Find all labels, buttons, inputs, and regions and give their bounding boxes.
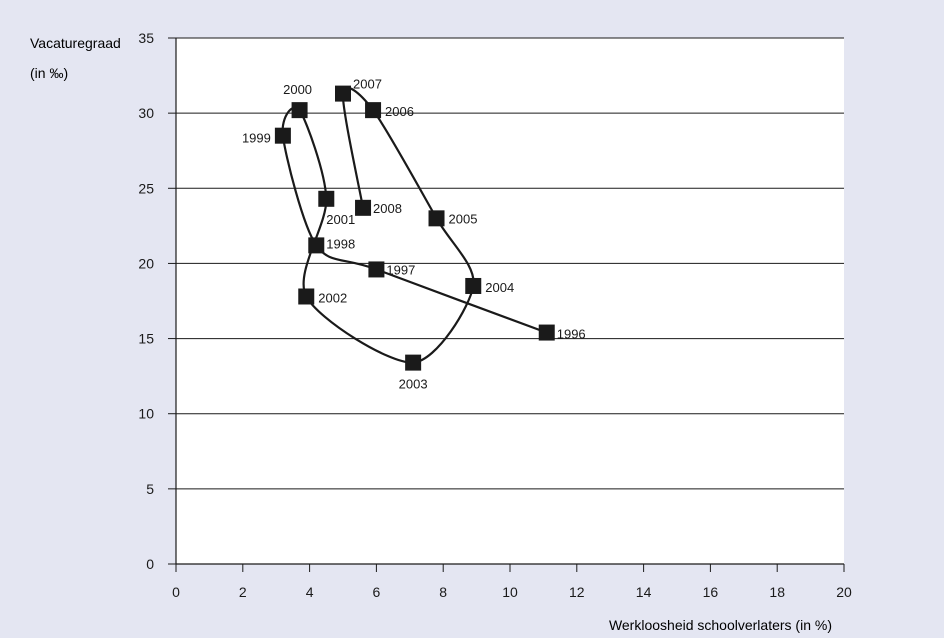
y-tick-label-0: 0: [146, 556, 154, 572]
y-axis-title-line-2: (in ‰): [30, 65, 68, 81]
point-2002: [298, 288, 315, 305]
point-2000: [291, 102, 308, 119]
point-label-2005: 2005: [449, 211, 478, 226]
y-tick-label-30: 30: [138, 105, 154, 121]
x-tick-label-18: 18: [769, 584, 785, 600]
point-label-2004: 2004: [485, 280, 514, 295]
point-label-1997: 1997: [386, 262, 415, 277]
point-label-2002: 2002: [318, 290, 347, 305]
point-label-2003: 2003: [399, 377, 428, 392]
y-tick-label-25: 25: [138, 180, 154, 196]
point-2008: [355, 199, 372, 216]
x-tick-label-2: 2: [239, 584, 247, 600]
x-tick-label-6: 6: [373, 584, 381, 600]
point-2001: [318, 190, 335, 207]
y-tick-label-15: 15: [138, 331, 154, 347]
point-label-1996: 1996: [557, 327, 586, 342]
x-tick-label-16: 16: [703, 584, 719, 600]
plot-area: [176, 38, 844, 564]
point-label-2008: 2008: [373, 201, 402, 216]
x-tick-label-12: 12: [569, 584, 585, 600]
data-points: [274, 85, 555, 371]
point-2003: [405, 354, 422, 371]
point-label-1998: 1998: [326, 236, 355, 251]
axes: [168, 37, 845, 572]
point-label-1999: 1999: [242, 131, 271, 146]
y-tick-label-20: 20: [138, 255, 154, 271]
point-label-2001: 2001: [326, 212, 355, 227]
point-2005: [428, 210, 445, 227]
point-1999: [274, 127, 291, 144]
point-labels: 1996 1997 1998 1999 2000 2001 2002 2003 2004 2005…: [242, 77, 586, 392]
x-tick-label-4: 4: [306, 584, 314, 600]
x-tick-label-8: 8: [439, 584, 447, 600]
x-axis-title: Werkloosheid schoolverlaters (in %): [609, 617, 832, 633]
x-tick-label-10: 10: [502, 584, 518, 600]
point-2007: [335, 85, 351, 102]
point-label-2000: 2000: [283, 82, 312, 97]
point-1997: [368, 261, 385, 278]
x-tick-label-20: 20: [836, 584, 852, 600]
point-2004: [465, 277, 482, 294]
y-tick-label-35: 35: [138, 30, 154, 46]
tick-labels: 0 5 10 15 20 25 30 35 0 2 4 6 8 10 12 14 16 18 20: [138, 30, 852, 600]
point-1998: [308, 237, 325, 254]
point-2006: [365, 102, 382, 119]
y-tick-label-5: 5: [146, 481, 154, 497]
point-label-2006: 2006: [385, 104, 414, 119]
y-axis-title-line-1: Vacaturegraad: [30, 35, 121, 51]
y-tick-label-10: 10: [138, 406, 154, 422]
x-tick-label-14: 14: [636, 584, 652, 600]
x-tick-label-0: 0: [172, 584, 180, 600]
point-label-2007: 2007: [353, 77, 382, 92]
point-1996: [538, 324, 555, 341]
